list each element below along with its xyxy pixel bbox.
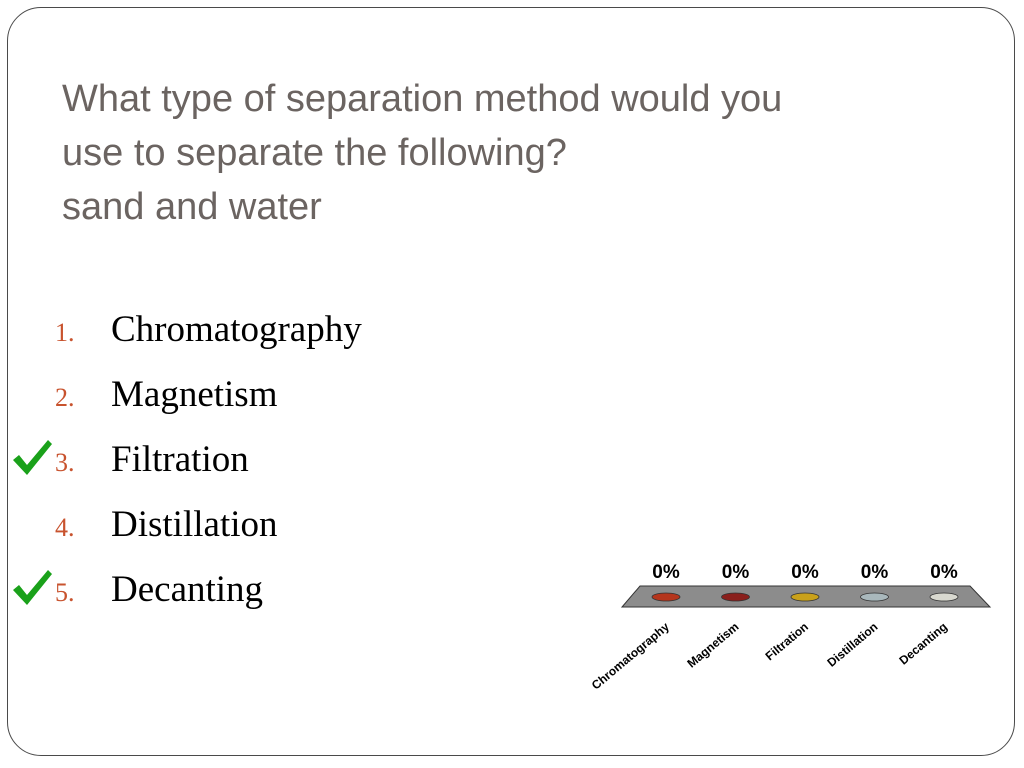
question-line-2: use to separate the following? (62, 132, 567, 174)
answer-number: 1. (55, 318, 75, 347)
checkmark-icon (13, 570, 52, 605)
answer-option-filtration[interactable]: 3. Filtration (0, 430, 560, 480)
bar-base (929, 592, 959, 602)
answer-option-distillation[interactable]: 4. Distillation (0, 495, 560, 545)
checkmark-icon (13, 440, 52, 475)
answer-option-decanting[interactable]: 5. Decanting (0, 560, 560, 610)
category-label: Distillation (824, 620, 880, 670)
category-label: Chromatography (589, 619, 672, 692)
value-label: 0% (930, 562, 958, 583)
category-label: Magnetism (684, 620, 741, 671)
response-chart: 0% Chromatography 0% Magnetism 0% Filtration 0… (589, 562, 992, 692)
answer-number: 2. (55, 383, 75, 412)
question-line-3: sand and water (62, 186, 322, 228)
answer-label: Decanting (111, 569, 264, 610)
answer-number: 3. (55, 448, 75, 477)
answer-label: Chromatography (111, 309, 362, 350)
answer-option-magnetism[interactable]: 2. Magnetism (0, 365, 560, 415)
bar-base (651, 592, 681, 602)
question-title: What type of separation method would you… (62, 72, 942, 234)
answer-option-chromatography[interactable]: 1. Chromatography (0, 300, 560, 350)
value-label: 0% (652, 562, 680, 583)
question-line-1: What type of separation method would you (62, 78, 783, 120)
value-label: 0% (722, 562, 750, 583)
bar-base (790, 592, 820, 602)
bar-base (721, 592, 750, 602)
bar-base (860, 592, 889, 602)
answer-label: Filtration (111, 439, 249, 480)
category-label: Decanting (896, 620, 949, 668)
slide-frame (7, 7, 1015, 756)
value-label: 0% (861, 562, 889, 583)
answer-number: 4. (55, 513, 75, 542)
value-label: 0% (791, 562, 819, 583)
answer-label: Distillation (111, 504, 278, 545)
category-label: Filtration (763, 620, 811, 664)
answer-number: 5. (55, 578, 75, 607)
answer-label: Magnetism (111, 374, 278, 415)
